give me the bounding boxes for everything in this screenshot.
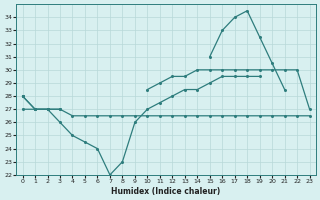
X-axis label: Humidex (Indice chaleur): Humidex (Indice chaleur): [111, 187, 221, 196]
